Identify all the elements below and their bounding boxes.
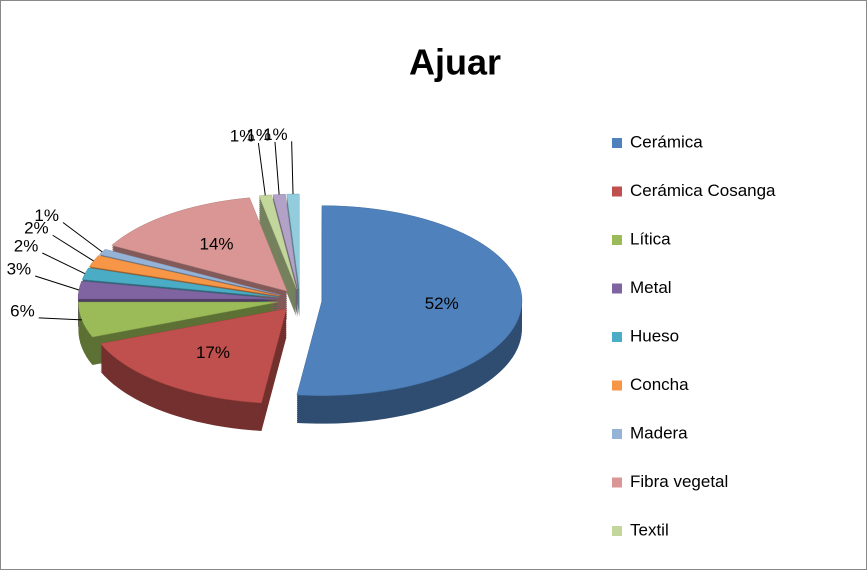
- slice: [100, 308, 287, 404]
- legend-swatch: [612, 477, 622, 488]
- legend-label: Cerámica Cosanga: [630, 181, 776, 200]
- slice-group: [296, 205, 523, 424]
- slice: [258, 194, 297, 290]
- legend-label: Lítica: [630, 229, 671, 248]
- data-label: 2%: [24, 219, 49, 238]
- data-label: 3%: [7, 259, 32, 278]
- slice-depth: [272, 196, 298, 292]
- legend-swatch: [612, 283, 622, 294]
- data-label: 17%: [196, 343, 230, 362]
- chart-title: Ajuar: [409, 42, 501, 83]
- legend-swatch: [612, 235, 622, 245]
- legend-label: Fibra vegetal: [630, 472, 728, 491]
- data-label: 2%: [14, 236, 39, 255]
- leader-line: [38, 317, 82, 321]
- slice-depth: [259, 212, 297, 308]
- slice-depth: [259, 216, 297, 312]
- slice-group: [258, 194, 297, 318]
- slice: [77, 280, 279, 300]
- leader-line: [257, 143, 266, 196]
- data-label: 1%: [246, 125, 271, 144]
- slice-depth: [259, 214, 297, 310]
- slice: [111, 197, 288, 292]
- slice-group: [100, 308, 287, 431]
- legend-swatch: [612, 138, 622, 148]
- slice: [98, 248, 281, 296]
- data-label: 14%: [200, 234, 234, 253]
- legend-label: Madera: [630, 423, 688, 442]
- legend-swatch: [612, 186, 622, 197]
- legend-swatch: [612, 380, 622, 391]
- slice: [81, 267, 279, 298]
- legend-swatch: [612, 429, 622, 439]
- leader-line: [291, 141, 294, 195]
- slice-depth: [259, 196, 297, 292]
- slice-depth: [259, 204, 297, 300]
- data-label: 1%: [34, 206, 59, 225]
- leader-line: [42, 252, 86, 275]
- data-label: 1%: [230, 127, 255, 146]
- data-label: 6%: [10, 301, 35, 320]
- leader-line: [62, 222, 103, 253]
- legend-label: Cerámica: [630, 132, 703, 151]
- legend-swatch: [612, 332, 622, 342]
- slice-depth: [259, 202, 297, 298]
- legend-label: Hueso: [630, 326, 679, 345]
- slice-depth: [272, 198, 298, 294]
- legend-label: Concha: [630, 375, 689, 394]
- slice-depth: [259, 218, 297, 314]
- legend-label: Metal: [630, 278, 672, 297]
- legend-swatch: [612, 526, 622, 536]
- leader-line: [52, 234, 94, 262]
- legend-label: Textil: [630, 520, 669, 539]
- slice-depth: [259, 200, 297, 296]
- slice-depth: [259, 210, 297, 306]
- slice: [88, 255, 280, 297]
- data-label: 1%: [263, 125, 288, 144]
- leader-line: [35, 275, 80, 291]
- slice-depth: [259, 206, 297, 302]
- slice-depth: [259, 198, 297, 294]
- slice: [296, 205, 523, 396]
- slice-depth: [259, 208, 297, 304]
- data-label: 52%: [425, 294, 459, 313]
- leader-line: [274, 141, 280, 195]
